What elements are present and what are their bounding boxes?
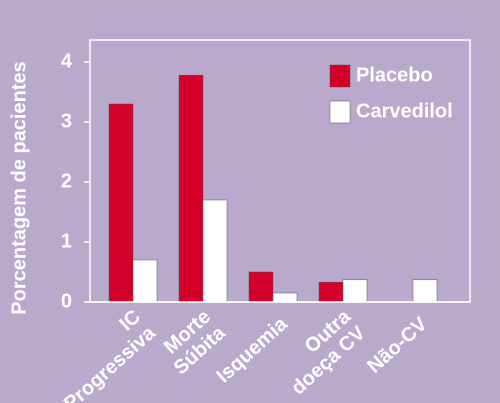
bar (132, 259, 158, 303)
bar (342, 279, 368, 303)
y-tick-label: 2 (61, 170, 72, 192)
bar (272, 292, 298, 303)
y-tick-label: 3 (61, 110, 72, 132)
bar (248, 271, 274, 303)
bar (318, 281, 344, 303)
bar (412, 279, 438, 303)
legend-label: Placebo (356, 64, 433, 86)
legend-swatch (329, 64, 351, 88)
bar (178, 74, 204, 303)
legend-label: Carvedilol (356, 100, 453, 122)
legend-swatch (329, 100, 351, 124)
y-tick-label: 1 (61, 230, 72, 252)
y-tick-label: 0 (61, 290, 72, 312)
y-axis-label: Porcentagem de pacientes (8, 61, 30, 314)
y-tick-label: 4 (61, 50, 73, 72)
bar (202, 199, 228, 303)
bar (108, 103, 134, 303)
